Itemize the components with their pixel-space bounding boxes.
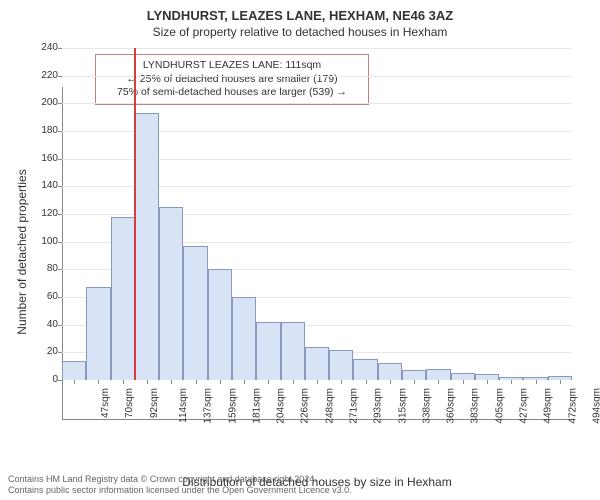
- x-tick-label: 427sqm: [519, 388, 530, 424]
- x-tick-label: 159sqm: [227, 388, 238, 424]
- x-tick-label: 293sqm: [373, 388, 384, 424]
- y-tick-label: 220: [30, 70, 58, 81]
- x-tick-label: 47sqm: [100, 388, 111, 418]
- x-tick-label: 226sqm: [300, 388, 311, 424]
- histogram-bar: [329, 350, 353, 380]
- histogram-bar: [183, 246, 207, 380]
- y-tick: [58, 186, 62, 187]
- y-tick-label: 80: [30, 263, 58, 274]
- x-tick: [511, 380, 512, 384]
- x-tick-label: 114sqm: [178, 388, 189, 423]
- y-tick: [58, 131, 62, 132]
- annotation-box: LYNDHURST LEAZES LANE: 111sqm ← 25% of d…: [95, 54, 369, 105]
- x-tick-label: 181sqm: [251, 388, 262, 424]
- gridline: [62, 76, 572, 77]
- y-tick-label: 160: [30, 153, 58, 164]
- x-tick: [293, 380, 294, 384]
- x-tick: [268, 380, 269, 384]
- annotation-line1: LYNDHURST LEAZES LANE: 111sqm: [102, 59, 362, 73]
- x-tick: [414, 380, 415, 384]
- y-axis-label: Number of detached properties: [15, 162, 29, 342]
- histogram-bar: [281, 322, 305, 380]
- chart-title: LYNDHURST, LEAZES LANE, HEXHAM, NE46 3AZ: [0, 0, 600, 23]
- x-tick: [220, 380, 221, 384]
- y-tick: [58, 269, 62, 270]
- x-tick: [196, 380, 197, 384]
- histogram-bar: [378, 363, 402, 380]
- y-tick: [58, 380, 62, 381]
- x-tick: [341, 380, 342, 384]
- y-tick: [58, 214, 62, 215]
- x-tick: [463, 380, 464, 384]
- x-tick-label: 92sqm: [149, 388, 160, 418]
- y-tick-label: 120: [30, 208, 58, 219]
- annotation-line3: 75% of semi-detached houses are larger (…: [102, 86, 362, 100]
- x-tick: [390, 380, 391, 384]
- x-tick: [244, 380, 245, 384]
- y-tick: [58, 325, 62, 326]
- x-tick-label: 449sqm: [543, 388, 554, 424]
- x-tick: [487, 380, 488, 384]
- histogram-bar: [426, 369, 450, 380]
- x-tick: [98, 380, 99, 384]
- y-tick-label: 60: [30, 291, 58, 302]
- x-tick: [171, 380, 172, 384]
- x-tick: [560, 380, 561, 384]
- histogram-bar: [256, 322, 280, 380]
- x-tick-label: 405sqm: [494, 388, 505, 424]
- x-tick-label: 383sqm: [470, 388, 481, 424]
- footer: Contains HM Land Registry data © Crown c…: [8, 474, 352, 496]
- x-tick-label: 315sqm: [397, 388, 408, 424]
- x-tick-label: 360sqm: [446, 388, 457, 424]
- y-tick-label: 200: [30, 97, 58, 108]
- y-tick: [58, 103, 62, 104]
- y-tick: [58, 48, 62, 49]
- x-tick: [317, 380, 318, 384]
- x-tick-label: 271sqm: [349, 388, 360, 424]
- y-tick-label: 40: [30, 319, 58, 330]
- histogram-bar: [86, 287, 110, 380]
- x-tick-label: 70sqm: [124, 388, 135, 418]
- x-tick: [74, 380, 75, 384]
- x-tick-label: 472sqm: [567, 388, 578, 424]
- histogram-bar: [232, 297, 256, 380]
- y-tick-label: 100: [30, 236, 58, 247]
- y-tick: [58, 297, 62, 298]
- x-tick-label: 204sqm: [276, 388, 287, 424]
- x-tick: [536, 380, 537, 384]
- footer-line2: Contains public sector information licen…: [8, 485, 352, 496]
- y-tick: [58, 159, 62, 160]
- histogram-bar: [208, 269, 232, 380]
- histogram-bar: [451, 373, 475, 380]
- y-tick-label: 20: [30, 346, 58, 357]
- y-tick: [58, 242, 62, 243]
- chart-subtitle: Size of property relative to detached ho…: [0, 23, 600, 39]
- y-tick: [58, 76, 62, 77]
- histogram-bar: [402, 370, 426, 380]
- histogram-bar: [305, 347, 329, 380]
- histogram-bar: [135, 113, 159, 380]
- x-tick-label: 494sqm: [591, 388, 600, 424]
- gridline: [62, 103, 572, 104]
- footer-line1: Contains HM Land Registry data © Crown c…: [8, 474, 352, 485]
- histogram-bar: [111, 217, 135, 380]
- x-tick-label: 248sqm: [324, 388, 335, 424]
- y-tick-label: 240: [30, 42, 58, 53]
- gridline: [62, 48, 572, 49]
- x-tick-label: 338sqm: [421, 388, 432, 424]
- x-tick-label: 137sqm: [203, 388, 214, 424]
- x-tick: [123, 380, 124, 384]
- y-tick-label: 180: [30, 125, 58, 136]
- histogram-bar: [62, 361, 86, 380]
- y-tick-label: 0: [30, 374, 58, 385]
- y-tick: [58, 352, 62, 353]
- histogram-bar: [353, 359, 377, 380]
- chart-container: LYNDHURST, LEAZES LANE, HEXHAM, NE46 3AZ…: [0, 0, 600, 500]
- x-tick: [147, 380, 148, 384]
- property-marker-line: [134, 48, 136, 380]
- histogram-bar: [159, 207, 183, 380]
- y-tick-label: 140: [30, 180, 58, 191]
- x-tick: [366, 380, 367, 384]
- x-tick: [438, 380, 439, 384]
